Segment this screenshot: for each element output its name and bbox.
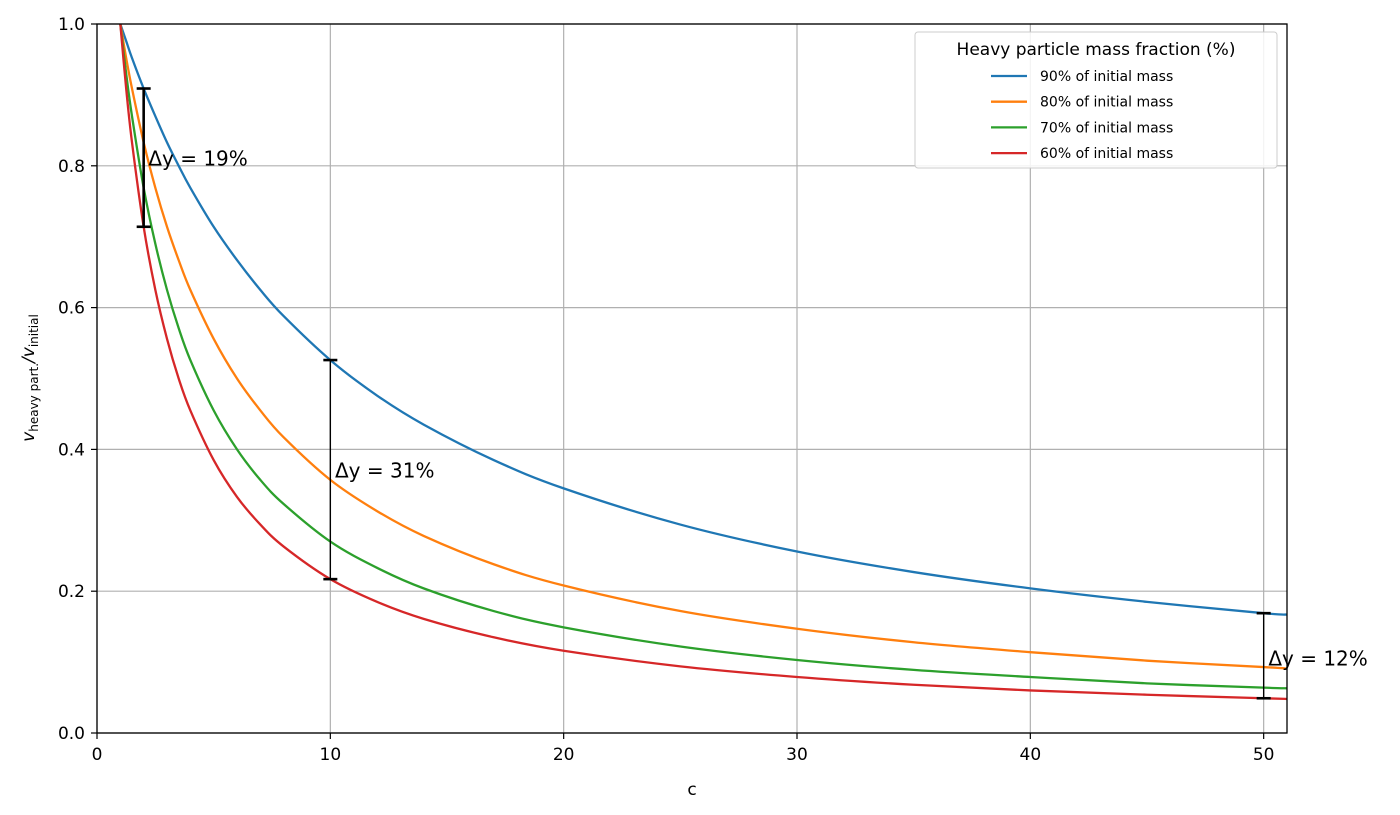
legend-label: 90% of initial mass — [1040, 69, 1173, 85]
x-tick-label: 20 — [553, 745, 575, 765]
delta-label: Δy = 12% — [1268, 647, 1367, 671]
y-tick-label: 1.0 — [58, 15, 85, 35]
x-tick-label: 40 — [1020, 745, 1042, 765]
x-tick-label: 0 — [92, 745, 103, 765]
x-tick-label: 30 — [786, 745, 808, 765]
legend-label: 80% of initial mass — [1040, 95, 1173, 111]
series-line — [119, 23, 1288, 616]
y-label-sub2: initial — [27, 314, 41, 347]
series-line — [119, 23, 1288, 690]
annotations: Δy = 19% Δy = 31% Δy = 12% — [136, 87, 1368, 700]
x-axis-label: c — [687, 780, 696, 800]
x-tick-label: 10 — [320, 745, 342, 765]
legend: Heavy particle mass fraction (%) 90% of … — [914, 31, 1278, 169]
y-tick-label: 0.6 — [58, 299, 85, 319]
y-tick-label: 0.0 — [58, 724, 85, 744]
series-line — [119, 23, 1288, 701]
x-tick-label: 50 — [1253, 745, 1275, 765]
y-tick-label: 0.8 — [58, 157, 85, 177]
y-tick-label: 0.2 — [58, 582, 85, 602]
delta-label: Δy = 31% — [335, 459, 434, 483]
y-label-main: v — [19, 431, 39, 442]
legend-box — [914, 31, 1278, 169]
y-label-sub1: heavy part. — [27, 363, 41, 432]
legend-title: Heavy particle mass fraction (%) — [957, 40, 1236, 60]
legend-label: 60% of initial mass — [1040, 146, 1173, 162]
legend-label: 70% of initial mass — [1040, 120, 1173, 136]
delta-label: Δy = 19% — [148, 147, 247, 171]
series-lines — [119, 23, 1288, 701]
series-line — [119, 23, 1288, 670]
y-tick-label: 0.4 — [58, 440, 85, 460]
y-label-sep: /v — [19, 346, 39, 365]
plot-frame — [96, 23, 1288, 734]
y-axis-label: vheavy part./vinitial — [19, 314, 41, 442]
axis-ticks: 0 10 20 30 40 50 0.0 0.2 0.4 0.6 0.8 1.0 — [58, 15, 1275, 765]
